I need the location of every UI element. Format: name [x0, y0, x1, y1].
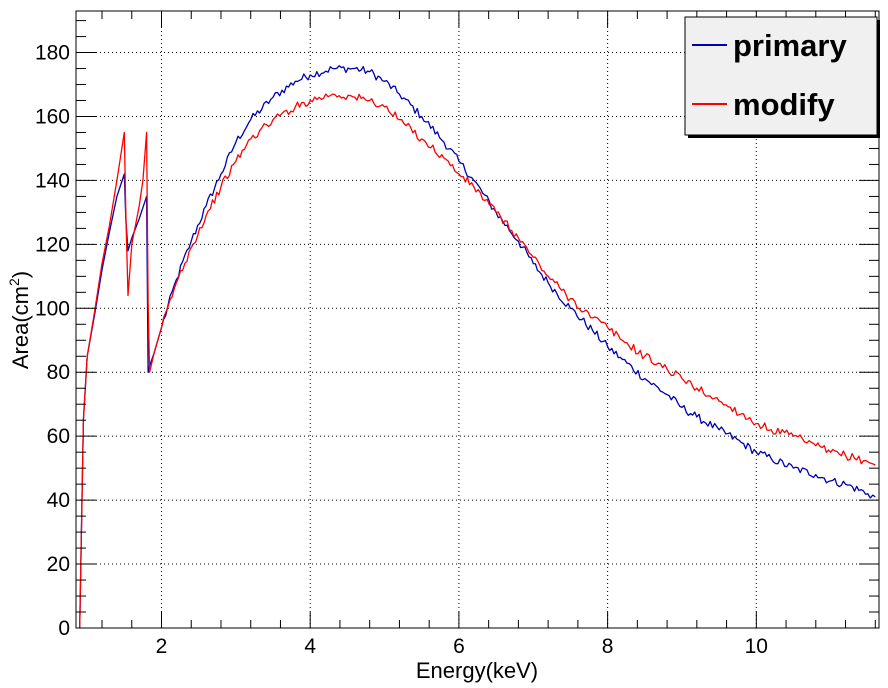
legend: primary modify: [684, 16, 880, 138]
y-tick-label: 140: [35, 169, 70, 192]
series-group: [79, 65, 876, 628]
y-tick-label: 120: [35, 233, 70, 256]
x-tick-label: 2: [156, 635, 168, 658]
y-tick-label: 60: [47, 425, 70, 448]
legend-box: [684, 16, 878, 136]
y-axis-title-main: Area(cm: [8, 286, 33, 369]
y-tick-label: 20: [47, 553, 70, 576]
y-axis-title-suffix: ): [8, 271, 33, 278]
grid: [76, 11, 879, 629]
y-tick-label: 160: [35, 105, 70, 128]
y-tick-label: 180: [35, 42, 70, 65]
y-tick-label: 0: [58, 617, 70, 640]
y-axis-title: Area(cm2): [6, 271, 33, 369]
x-tick-label: 4: [304, 635, 316, 658]
y-tick-label: 100: [35, 297, 70, 320]
series-line-modify: [79, 93, 876, 628]
series-line-primary: [79, 65, 876, 628]
x-tick-label: 10: [745, 635, 768, 658]
legend-label-primary: primary: [733, 28, 847, 63]
legend-label-modify: modify: [733, 87, 835, 122]
x-tick-label: 6: [453, 635, 465, 658]
x-axis-title: Energy(keV): [416, 658, 538, 683]
y-tick-label: 40: [47, 489, 70, 512]
x-tick-label: 8: [602, 635, 614, 658]
y-axis-title-superscript: 2: [6, 278, 22, 286]
plot-frame: [75, 10, 880, 629]
y-tick-label: 80: [47, 361, 70, 384]
